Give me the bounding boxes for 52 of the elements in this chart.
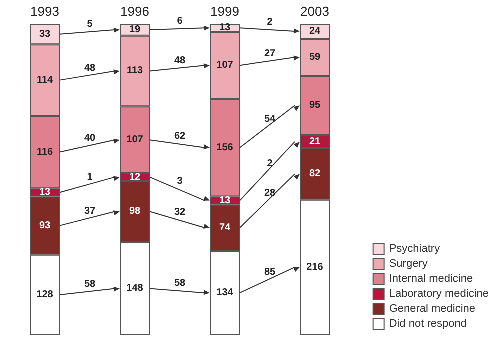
x-tick-label: 1993 [30, 4, 60, 19]
annotation: 6 [177, 16, 184, 28]
legend-label: Psychiatry [389, 243, 441, 255]
data-label: 98 [129, 206, 141, 218]
annotation: 58 [84, 278, 96, 290]
data-label: 24 [309, 26, 321, 38]
data-label: 12 [129, 172, 141, 183]
annotation: 37 [84, 206, 96, 217]
data-label: 93 [39, 220, 51, 232]
annotation: 85 [264, 267, 276, 278]
annotation: 48 [84, 62, 96, 74]
data-label: 74 [219, 222, 231, 234]
annotation: 28 [264, 188, 276, 200]
data-label: 116 [36, 146, 54, 158]
legend-label: Internal medicine [389, 273, 474, 285]
data-label: 113 [126, 66, 144, 77]
legend-label: Did not respond [389, 318, 468, 330]
data-label: 13 [39, 187, 51, 198]
annotation: 1 [87, 172, 94, 183]
data-label: 114 [36, 74, 54, 86]
annotation: 54 [264, 114, 276, 125]
x-tick-label: 2003 [300, 4, 330, 19]
data-label: 33 [39, 28, 51, 40]
legend-label: Surgery [389, 258, 428, 270]
data-label: 19 [129, 24, 141, 36]
data-label: 134 [216, 288, 234, 299]
data-label: 128 [36, 289, 54, 300]
data-label: 148 [126, 283, 144, 294]
data-label: 95 [309, 100, 321, 112]
data-label: 156 [216, 142, 234, 154]
annotation: 32 [174, 206, 186, 218]
data-label: 59 [309, 52, 321, 63]
data-label: 107 [216, 60, 234, 72]
legend-label: General medicine [389, 303, 476, 315]
data-label: 21 [309, 136, 321, 148]
data-label: 107 [126, 134, 144, 146]
data-label: 82 [309, 168, 321, 180]
annotation: 48 [174, 55, 186, 66]
annotation: 3 [177, 176, 184, 188]
annotation: 27 [264, 48, 276, 60]
legend-label: Laboratory medicine [389, 288, 490, 300]
x-tick-label: 1996 [120, 4, 150, 19]
data-label: 13 [219, 195, 231, 206]
annotation: 2 [267, 158, 274, 170]
data-label: 13 [219, 22, 231, 34]
annotation: 2 [267, 16, 274, 28]
data-label: 216 [306, 262, 324, 273]
annotation: 5 [87, 19, 94, 30]
annotation: 40 [84, 133, 96, 144]
annotation: 62 [174, 130, 186, 142]
annotation: 58 [174, 278, 186, 289]
x-tick-label: 1999 [210, 4, 240, 19]
